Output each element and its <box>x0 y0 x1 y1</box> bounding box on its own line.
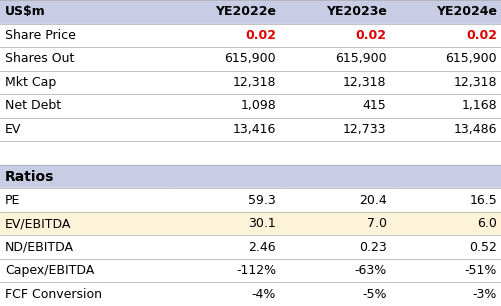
Bar <box>0 141 170 165</box>
Bar <box>391 0 501 24</box>
Bar <box>0 165 170 188</box>
Text: 615,900: 615,900 <box>224 52 276 65</box>
Bar <box>391 118 501 141</box>
Bar <box>391 282 501 306</box>
Text: 0.02: 0.02 <box>465 29 496 42</box>
Text: EV: EV <box>5 123 22 136</box>
Text: -112%: -112% <box>235 264 276 277</box>
Text: 7.0: 7.0 <box>366 217 386 230</box>
Text: YE2024e: YE2024e <box>435 5 496 18</box>
Bar <box>170 235 281 259</box>
Text: 30.1: 30.1 <box>248 217 276 230</box>
Text: 6.0: 6.0 <box>476 217 496 230</box>
Bar <box>391 71 501 94</box>
Bar <box>170 212 281 235</box>
Text: -5%: -5% <box>361 288 386 301</box>
Text: 12,733: 12,733 <box>342 123 386 136</box>
Text: FCF Conversion: FCF Conversion <box>5 288 102 301</box>
Bar <box>0 47 170 71</box>
Bar <box>170 141 281 165</box>
Bar <box>170 47 281 71</box>
Text: Shares Out: Shares Out <box>5 52 74 65</box>
Bar <box>391 47 501 71</box>
Bar <box>170 0 281 24</box>
Bar <box>281 71 391 94</box>
Text: 12,318: 12,318 <box>342 76 386 89</box>
Bar <box>391 24 501 47</box>
Bar <box>391 259 501 282</box>
Bar <box>281 259 391 282</box>
Bar <box>0 118 170 141</box>
Text: 0.02: 0.02 <box>244 29 276 42</box>
Bar <box>170 71 281 94</box>
Text: YE2022e: YE2022e <box>214 5 276 18</box>
Text: 20.4: 20.4 <box>358 194 386 207</box>
Text: US$m: US$m <box>5 5 46 18</box>
Bar <box>0 235 170 259</box>
Bar <box>281 282 391 306</box>
Bar <box>170 259 281 282</box>
Bar <box>0 24 170 47</box>
Bar <box>281 118 391 141</box>
Bar <box>0 94 170 118</box>
Bar <box>281 0 391 24</box>
Bar <box>170 188 281 212</box>
Text: 1,098: 1,098 <box>240 99 276 112</box>
Text: 1,168: 1,168 <box>460 99 496 112</box>
Bar <box>0 212 170 235</box>
Bar <box>0 71 170 94</box>
Text: 615,900: 615,900 <box>334 52 386 65</box>
Text: Share Price: Share Price <box>5 29 76 42</box>
Text: 13,486: 13,486 <box>452 123 496 136</box>
Bar <box>281 235 391 259</box>
Bar <box>281 24 391 47</box>
Bar <box>170 118 281 141</box>
Text: 59.3: 59.3 <box>248 194 276 207</box>
Text: YE2023e: YE2023e <box>325 5 386 18</box>
Text: 415: 415 <box>362 99 386 112</box>
Text: 615,900: 615,900 <box>444 52 496 65</box>
Text: 12,318: 12,318 <box>232 76 276 89</box>
Bar <box>0 282 170 306</box>
Text: -4%: -4% <box>251 288 276 301</box>
Text: 13,416: 13,416 <box>232 123 276 136</box>
Text: -51%: -51% <box>464 264 496 277</box>
Bar <box>281 165 391 188</box>
Bar <box>0 188 170 212</box>
Text: 0.02: 0.02 <box>355 29 386 42</box>
Text: Capex/EBITDA: Capex/EBITDA <box>5 264 94 277</box>
Text: Net Debt: Net Debt <box>5 99 61 112</box>
Bar <box>170 94 281 118</box>
Text: 2.46: 2.46 <box>248 241 276 254</box>
Text: EV/EBITDA: EV/EBITDA <box>5 217 71 230</box>
Bar <box>391 188 501 212</box>
Bar <box>281 94 391 118</box>
Text: 0.52: 0.52 <box>468 241 496 254</box>
Bar <box>281 212 391 235</box>
Bar <box>170 24 281 47</box>
Bar <box>0 259 170 282</box>
Bar <box>391 165 501 188</box>
Text: PE: PE <box>5 194 21 207</box>
Text: 16.5: 16.5 <box>468 194 496 207</box>
Bar <box>170 165 281 188</box>
Bar <box>281 141 391 165</box>
Bar <box>170 282 281 306</box>
Bar <box>391 235 501 259</box>
Text: -63%: -63% <box>354 264 386 277</box>
Text: ND/EBITDA: ND/EBITDA <box>5 241 74 254</box>
Text: 0.23: 0.23 <box>358 241 386 254</box>
Bar <box>391 141 501 165</box>
Text: -3%: -3% <box>471 288 496 301</box>
Text: Ratios: Ratios <box>5 170 54 184</box>
Text: 12,318: 12,318 <box>452 76 496 89</box>
Bar <box>0 0 170 24</box>
Text: Mkt Cap: Mkt Cap <box>5 76 56 89</box>
Bar <box>281 188 391 212</box>
Bar <box>391 212 501 235</box>
Bar <box>281 47 391 71</box>
Bar <box>391 94 501 118</box>
